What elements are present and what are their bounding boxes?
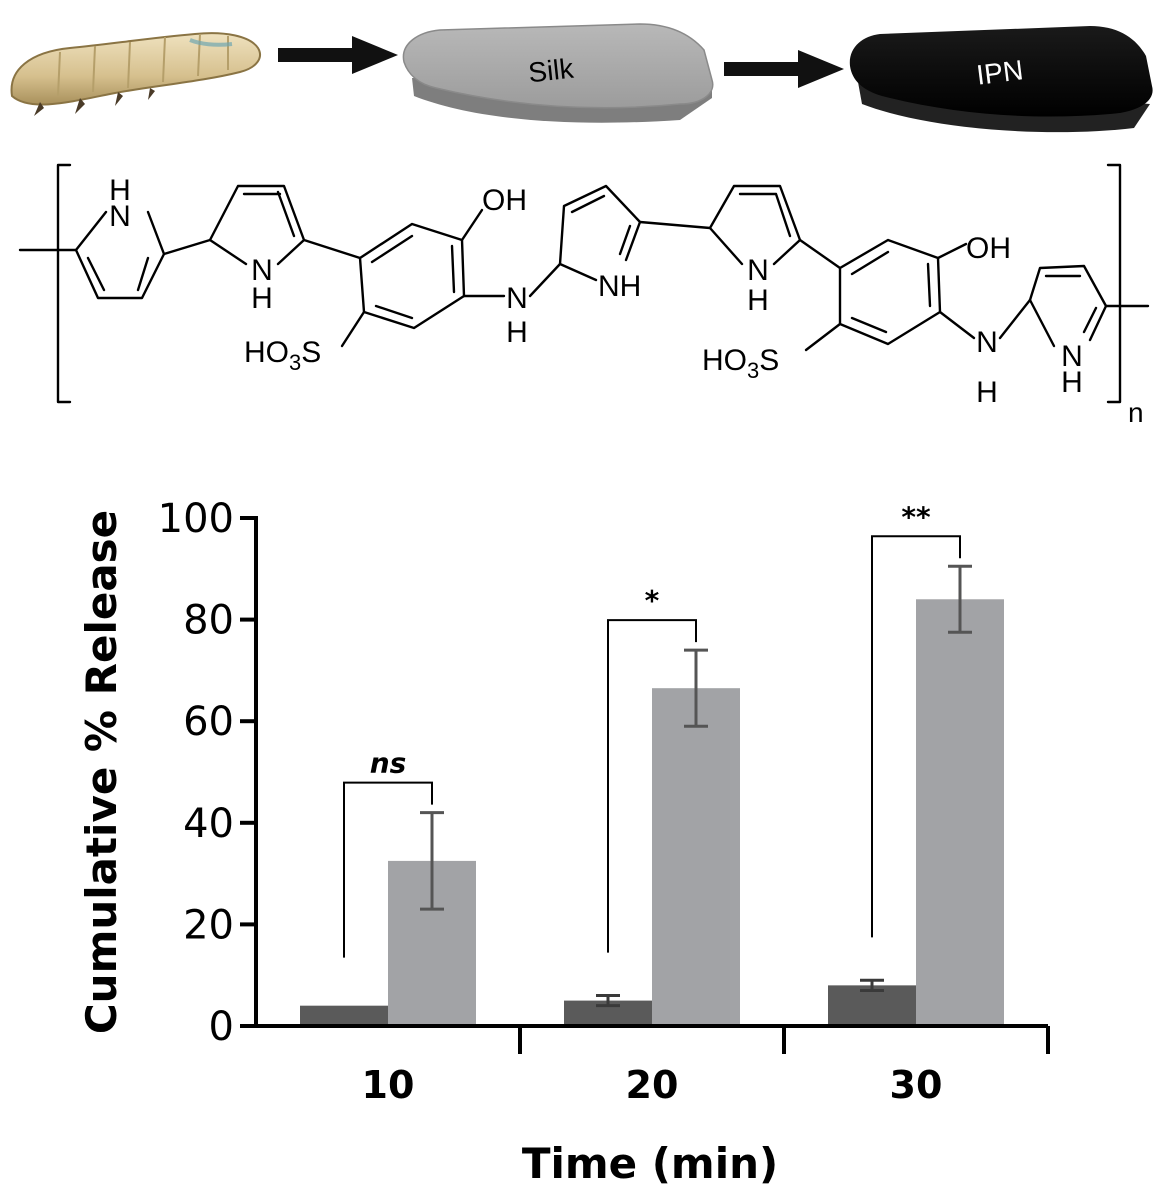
atom-label: HO [702,344,747,377]
atom-label: S [759,344,779,377]
atom-label: N [747,254,769,287]
significance-bracket [343,781,433,958]
atom-label: H [747,284,769,317]
x-tick-label: 10 [362,1063,415,1107]
y-tick-label: 60 [183,699,234,745]
significance-label: ns [370,747,407,780]
silk-label: Silk [527,53,576,89]
atom-label: H [976,376,998,409]
atom-label: H [109,174,131,207]
atom-label: OH [482,184,527,217]
atom-label: H [506,316,528,349]
silk-box: Silk [402,23,714,123]
atom-label: H [1061,366,1083,399]
axes-layer: 0 20 40 60 80 100 10 20 30 [158,496,1050,1107]
atom-label: OH [966,232,1011,265]
atom-label: N [251,254,273,287]
arrow-icon [724,50,844,88]
atom-label: HO3S [244,336,321,375]
structure-labels: H N N H OH HO3S N H NH N H OH HO3S N H N… [109,174,1143,428]
significance-bracket [871,535,961,938]
y-tick-label: 80 [183,598,234,644]
atom-label: HO3S [702,344,779,383]
atom-label: H [251,282,273,315]
significance-bracket [607,619,697,953]
atom-label: N [976,326,998,359]
atom-label: 3 [289,350,301,375]
y-axis-title: Cumulative % Release [77,510,126,1034]
y-tick-label: 20 [183,902,234,948]
significance-label: ** [901,500,931,533]
y-tick-label: 100 [158,496,234,542]
atom-label: N [1061,340,1083,373]
x-axis-title: Time (min) [522,1139,778,1188]
left-bracket [56,163,72,404]
arrow-icon [278,36,398,74]
silkworm-icon [10,32,261,116]
atom-label: N [109,200,131,233]
repeat-subscript: n [1128,397,1144,428]
bar [916,599,1004,1026]
ipn-box: IPN [849,26,1153,133]
bar [652,688,740,1026]
ipn-label: IPN [975,54,1025,90]
polymer-structure [18,163,1150,404]
atom-label: S [301,336,321,369]
significance-label: * [645,584,660,617]
atom-label: 3 [747,358,759,383]
bar [828,985,916,1026]
right-bracket [1106,163,1122,404]
x-tick-label: 20 [626,1063,679,1107]
x-tick-label: 30 [890,1063,943,1107]
y-tick-label: 0 [209,1004,234,1050]
atom-label: N [506,282,528,315]
atom-label: NH [598,270,641,303]
y-tick-label: 40 [183,801,234,847]
atom-label: HO [244,336,289,369]
bar [300,1005,388,1026]
bars-layer: ns*** [300,500,1004,1026]
